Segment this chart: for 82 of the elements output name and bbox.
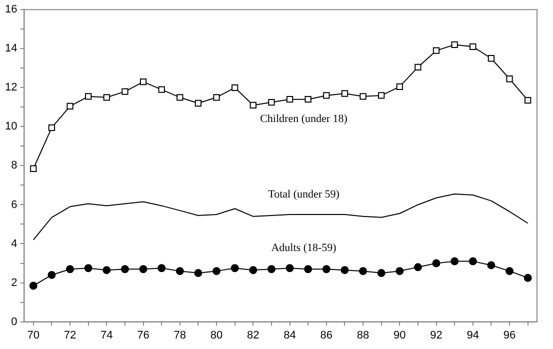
y-tick-label: 12	[4, 82, 18, 94]
point	[468, 257, 477, 266]
y-tick-label: 6	[11, 198, 18, 211]
point	[122, 88, 128, 95]
point	[194, 269, 202, 278]
point	[286, 264, 294, 272]
series-label: Adults (18-59)	[271, 242, 337, 254]
x-tick-label: 94	[466, 329, 480, 342]
point	[304, 265, 312, 274]
x-tick-label: 78	[174, 329, 186, 342]
y-tick-label: 4	[11, 238, 18, 250]
point	[506, 76, 513, 82]
point	[524, 97, 532, 104]
point	[341, 90, 348, 97]
point	[268, 98, 275, 106]
series-label: Children (under 18)	[260, 113, 348, 126]
x-tick-label: 72	[64, 329, 76, 342]
point	[29, 282, 38, 290]
point	[396, 83, 403, 90]
point	[396, 267, 404, 276]
point	[414, 263, 422, 272]
x-tick-label: 84	[284, 329, 296, 342]
point	[103, 94, 110, 101]
point	[249, 266, 258, 274]
x-tick-label: 74	[100, 329, 113, 342]
point	[48, 270, 56, 279]
y-tick-label: 16	[4, 4, 18, 16]
point	[286, 96, 294, 103]
point	[360, 93, 366, 100]
point	[432, 259, 440, 268]
x-tick-label: 92	[430, 329, 442, 342]
x-tick-label: 90	[394, 329, 406, 342]
point	[451, 41, 458, 48]
point	[194, 100, 202, 107]
y-tick-label: 14	[4, 42, 18, 55]
point	[488, 55, 495, 62]
point	[506, 267, 514, 276]
point	[139, 265, 148, 274]
point	[176, 267, 184, 276]
point	[267, 265, 276, 274]
x-tick-label: 82	[247, 329, 260, 342]
point	[377, 269, 386, 278]
y-tick-label: 2	[11, 276, 18, 289]
y-tick-label: 8	[11, 160, 18, 172]
point	[158, 264, 166, 272]
point	[85, 93, 92, 100]
y-tick-label: 10	[4, 120, 18, 133]
point	[340, 266, 349, 274]
point	[158, 86, 165, 93]
point	[487, 261, 496, 270]
point	[30, 165, 37, 172]
point	[84, 264, 92, 272]
point	[140, 78, 147, 86]
point	[250, 102, 256, 109]
point	[66, 265, 74, 274]
x-tick-label: 96	[503, 329, 516, 342]
point	[48, 124, 56, 131]
point	[176, 94, 184, 101]
point	[304, 96, 312, 103]
y-tick-label: 0	[11, 316, 18, 328]
point	[213, 94, 220, 101]
x-tick-label: 76	[137, 329, 150, 342]
point	[323, 92, 330, 99]
x-tick-label: 80	[210, 329, 223, 342]
point	[450, 257, 459, 266]
x-tick-label: 88	[356, 329, 370, 342]
point	[232, 84, 238, 91]
point	[524, 274, 532, 282]
point	[470, 43, 476, 50]
point	[322, 265, 330, 274]
point	[120, 265, 129, 274]
x-tick-label: 70	[27, 329, 40, 342]
point	[230, 264, 239, 272]
x-tick-label: 86	[320, 329, 333, 342]
point	[359, 267, 368, 276]
point	[212, 267, 221, 276]
series-label: Total (under 59)	[268, 188, 340, 200]
point	[378, 92, 385, 99]
point	[414, 64, 422, 70]
point	[66, 102, 74, 110]
point	[102, 266, 111, 274]
point	[432, 47, 440, 54]
